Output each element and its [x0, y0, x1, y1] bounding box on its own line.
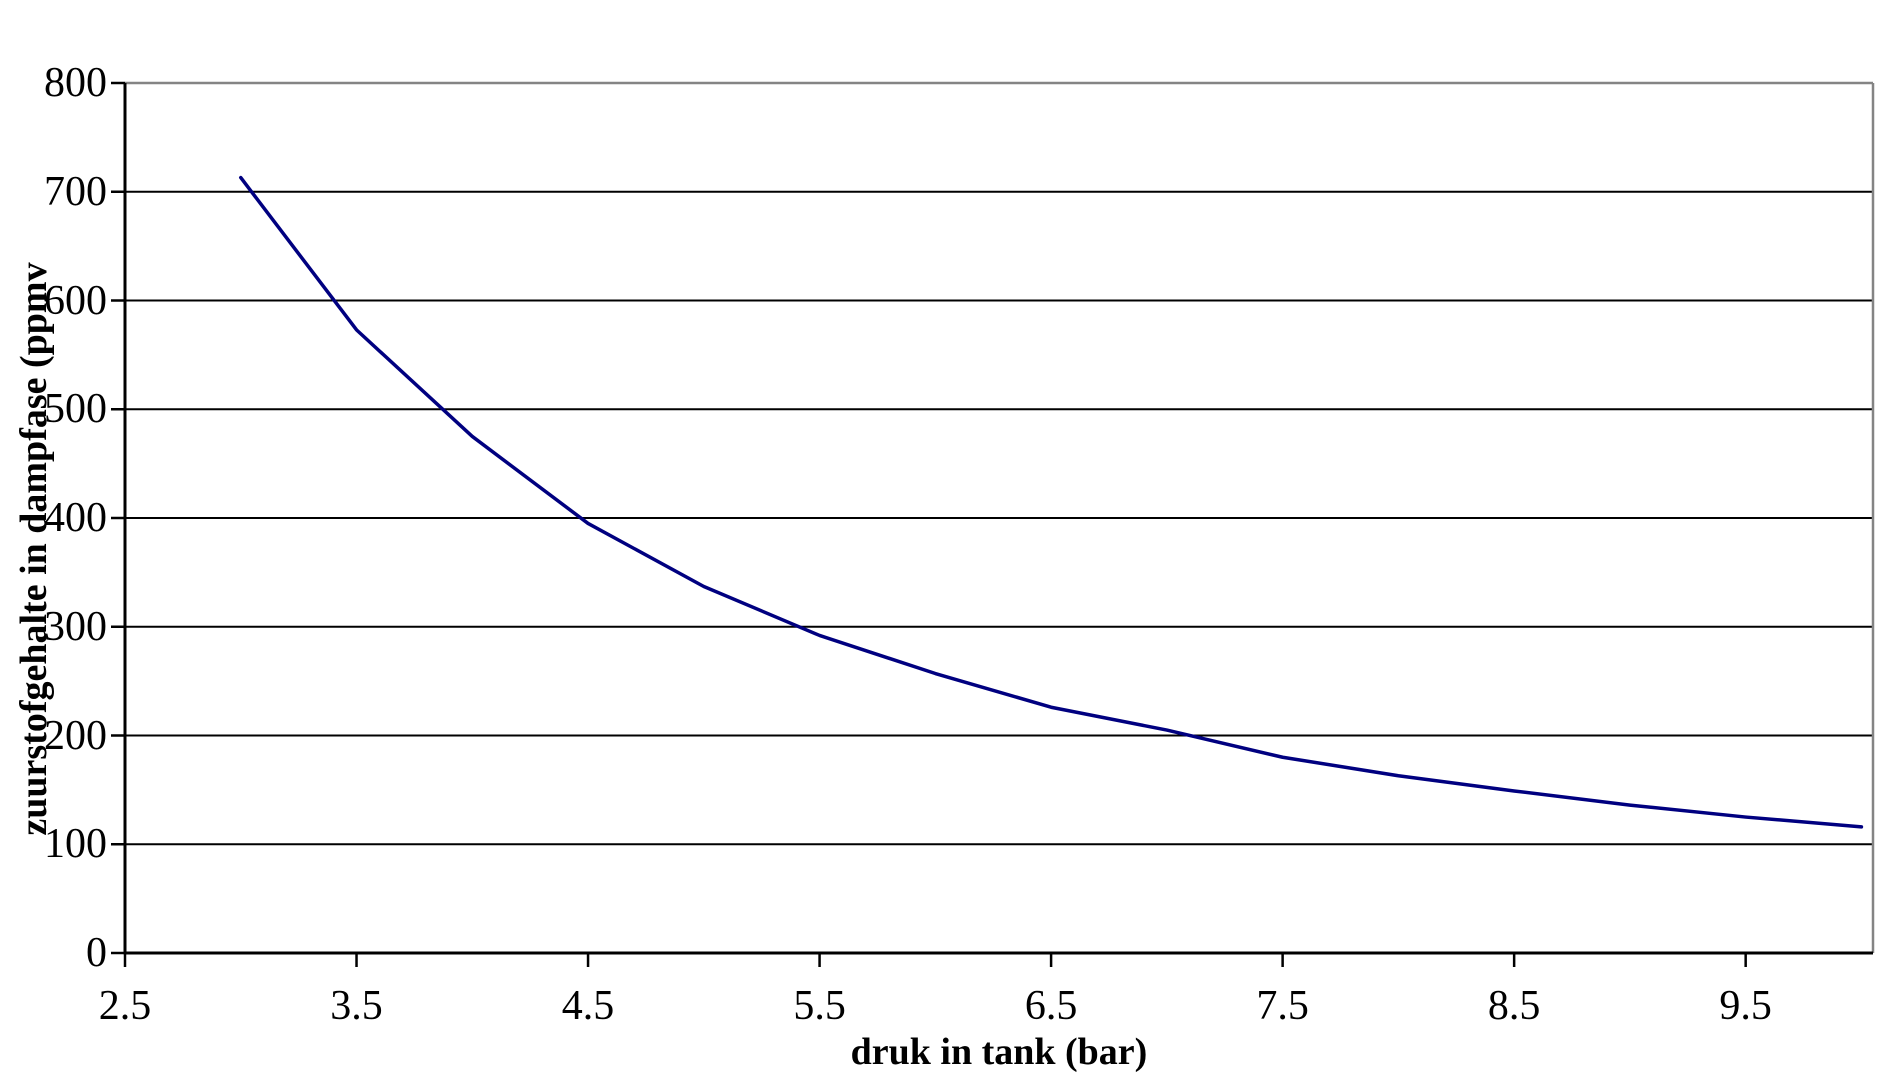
y-tick-label: 400 — [44, 495, 107, 541]
x-tick-label: 7.5 — [1256, 983, 1309, 1029]
data-line — [239, 175, 1864, 829]
x-tick-label: 3.5 — [330, 983, 383, 1029]
y-tick-label: 500 — [44, 386, 107, 433]
y-tick-label: 200 — [44, 712, 107, 759]
y-tick-label: 800 — [44, 60, 107, 106]
y-tick-label: 600 — [44, 277, 107, 324]
x-tick-label: 5.5 — [793, 983, 846, 1029]
y-tick-label: 100 — [44, 821, 107, 868]
x-tick-label: 9.5 — [1719, 983, 1772, 1029]
y-tick-label: 0 — [86, 930, 107, 976]
x-tick-label: 2.5 — [98, 983, 152, 1029]
x-tick-label: 8.5 — [1487, 983, 1541, 1029]
y-tick-label: 700 — [44, 168, 107, 215]
x-tick-label: 4.5 — [561, 983, 615, 1029]
x-axis-title: druk in tank (bar) — [850, 1031, 1148, 1073]
y-tick-label: 300 — [44, 603, 107, 650]
y-axis-title: zuurstofgehalte in dampfase (ppmv — [13, 262, 55, 836]
x-tick-label: 6.5 — [1024, 983, 1078, 1029]
